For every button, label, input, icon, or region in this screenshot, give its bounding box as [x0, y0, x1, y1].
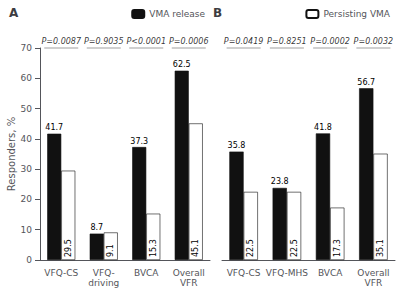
svg-text:37.3: 37.3 — [130, 137, 148, 146]
svg-text:29.5: 29.5 — [64, 239, 73, 257]
svg-text:10: 10 — [21, 225, 33, 235]
svg-text:P=0.8251: P=0.8251 — [267, 37, 307, 46]
svg-text:driving: driving — [88, 278, 119, 288]
svg-text:17.3: 17.3 — [333, 239, 342, 257]
svg-text:VFR: VFR — [180, 278, 198, 288]
svg-text:9.1: 9.1 — [106, 244, 115, 257]
svg-text:0: 0 — [26, 255, 32, 265]
svg-text:P=0.0006: P=0.0006 — [169, 37, 209, 46]
svg-text:Overall: Overall — [357, 268, 389, 278]
svg-text:P=0.0087: P=0.0087 — [41, 37, 81, 46]
svg-text:15.3: 15.3 — [149, 239, 158, 257]
svg-text:22.5: 22.5 — [246, 239, 255, 257]
svg-text:56.7: 56.7 — [357, 78, 375, 87]
svg-text:35.8: 35.8 — [228, 141, 246, 150]
svg-text:P<0.0001: P<0.0001 — [126, 37, 166, 46]
svg-text:VFR: VFR — [365, 278, 383, 288]
svg-text:A: A — [9, 6, 19, 20]
svg-text:70: 70 — [21, 43, 33, 53]
svg-text:22.5: 22.5 — [290, 239, 299, 257]
svg-text:P=0.0002: P=0.0002 — [310, 37, 350, 46]
svg-text:VFQ-CS: VFQ-CS — [227, 268, 261, 278]
svg-text:45.1: 45.1 — [191, 239, 200, 257]
svg-text:P=0.0419: P=0.0419 — [224, 37, 264, 46]
svg-text:60: 60 — [21, 73, 33, 83]
svg-text:VFQ-CS: VFQ-CS — [44, 268, 78, 278]
svg-text:8.7: 8.7 — [90, 223, 103, 232]
svg-text:23.8: 23.8 — [271, 177, 289, 186]
svg-text:20: 20 — [21, 194, 33, 204]
svg-text:BVCA: BVCA — [134, 268, 159, 278]
svg-text:VFQ-MHS: VFQ-MHS — [266, 268, 308, 278]
svg-text:BVCA: BVCA — [318, 268, 343, 278]
svg-text:35.1: 35.1 — [376, 239, 385, 257]
svg-text:P=0.9035: P=0.9035 — [84, 37, 124, 46]
svg-text:50: 50 — [21, 104, 33, 114]
svg-text:62.5: 62.5 — [173, 60, 191, 69]
svg-text:41.7: 41.7 — [45, 123, 63, 132]
svg-text:VMA release: VMA release — [149, 9, 205, 19]
svg-text:30: 30 — [21, 164, 33, 174]
svg-text:40: 40 — [21, 134, 33, 144]
svg-text:Overall: Overall — [173, 268, 205, 278]
svg-text:VFQ-: VFQ- — [93, 268, 115, 278]
svg-text:B: B — [213, 6, 222, 20]
svg-text:Persisting VMA: Persisting VMA — [323, 9, 390, 19]
svg-text:P=0.0032: P=0.0032 — [354, 37, 394, 46]
svg-text:Responders, %: Responders, % — [6, 117, 17, 191]
svg-text:41.8: 41.8 — [314, 123, 332, 132]
